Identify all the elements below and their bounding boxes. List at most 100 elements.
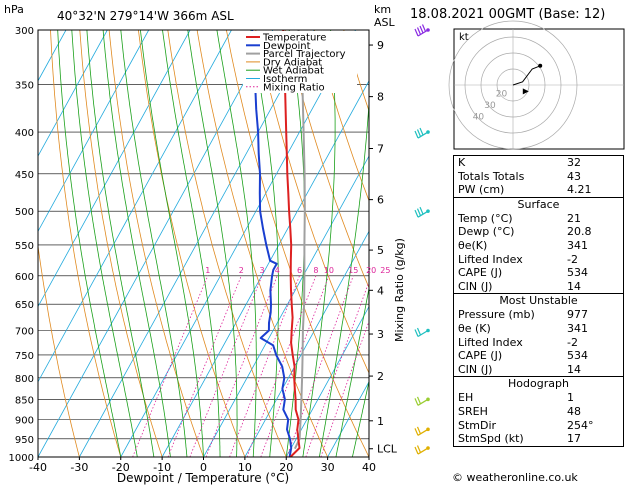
surface-label: CIN (J) [458,279,493,293]
isotherm-line [120,30,356,457]
pressure-tick-label: 400 [15,128,34,139]
most-unstable-row: θe (K) 341 [454,322,623,336]
index-label: K [458,156,466,169]
wind-barb-flag [414,28,419,37]
most-unstable-value: 534 [567,349,588,363]
isotherm-line [285,305,369,457]
mixing-ratio-line [286,275,354,457]
km-tick-label: 7 [377,142,384,155]
hodograph-stat-value: 1 [567,391,574,405]
most-unstable-row: CAPE (J) 534 [454,349,623,363]
surface-value: 534 [567,266,588,280]
isotherm-line [38,30,274,457]
pressure-tick-label: 550 [15,241,34,252]
axes: 1 2 3 4 6 8 10 15 20 2530035040045050055060065070… [9,26,398,474]
km-tick-label: 6 [377,194,384,207]
hodograph-stat-row: SREH 48 [454,405,623,419]
surface-value: -2 [567,252,578,266]
mixing-ratio-line [260,275,330,457]
pressure-tick-label: 850 [15,395,34,406]
stats-table: K 32 Totals Totals 43 PW (cm) 4.21 Surface Te… [453,155,624,447]
wind-barb-flag [414,209,419,218]
dry-adiabat-line [255,30,369,374]
wind-barb-flag [416,129,422,137]
index-label: Totals Totals [458,169,525,183]
legend-entry: Isotherm [263,74,307,85]
isotherm-line [203,155,369,457]
isotherm-line [38,30,150,233]
isotherm-line [38,30,108,157]
hodograph-ring-label: 30 [484,101,496,111]
mixing-ratio-label: 10 [324,266,334,275]
x-tick-label: -20 [112,461,130,474]
most-unstable-label: Pressure (mb) [458,308,535,322]
wet-adiabat-line [71,30,138,457]
stats-mu-title: Most Unstable [499,294,578,308]
wet-adiabat-line [162,30,221,457]
wind-barb-flag [416,208,422,216]
most-unstable-value: 14 [567,362,581,376]
hodograph-trace [512,65,541,86]
dry-adiabat-line [108,30,204,457]
hodograph-stat-label: StmDir [458,418,497,432]
km-tick-label: 9 [377,39,384,52]
surface-value: 21 [567,211,581,225]
surface-row: CIN (J) 14 [454,280,623,294]
hodograph-storm-motion-marker [522,88,529,95]
mixing-ratio-label: 4 [275,266,280,275]
legend-entry: Parcel Trajectory [263,49,346,60]
pressure-tick-label: 1000 [9,453,34,464]
km-tick-label: LCL [377,443,398,456]
index-value: 32 [567,156,581,169]
surface-row: CAPE (J) 534 [454,266,623,280]
most-unstable-value: 977 [567,308,588,322]
km-tick-label: 1 [377,415,384,428]
wind-barb-flag [416,27,422,35]
wet-adiabat-line [86,30,155,457]
hodograph-ring-label: 20 [496,90,508,100]
wind-barb-shaft [417,428,429,436]
dry-adiabat-line [226,30,369,457]
hodograph-stat-label: SREH [458,404,488,418]
surface-row: Dewp (°C) 20.8 [454,225,623,239]
legend-entry: Dry Adiabat [263,57,322,68]
wind-barbs [414,24,430,455]
km-tick-label: 4 [377,284,384,297]
date-label: 18.08.2021 00GMT (Base: 12) [410,7,606,22]
x-axis-label: Dewpoint / Temperature (°C) [117,471,289,485]
dry-adiabat-line [196,30,328,457]
wind-barb-flag [416,327,422,336]
surface-label: θe(K) [458,238,488,252]
most-unstable-row: Pressure (mb) 977 [454,308,623,322]
most-unstable-label: CIN (J) [458,362,493,376]
surface-label: Dewp (°C) [458,225,515,239]
surface-row: Temp (°C) 21 [454,212,623,226]
x-tick-label: 40 [362,461,376,474]
wet-adiabat-line [285,30,305,457]
pressure-tick-label: 700 [15,327,34,338]
credit-label: © weatheronline.co.uk [452,471,578,484]
hodograph-stat-value: 17 [567,432,581,446]
hodograph-stat-row: StmDir 254° [454,419,623,433]
surface-value: 14 [567,279,581,293]
wet-adiabat-line [102,30,171,457]
profile-lines [251,30,306,457]
wet-adiabat-line [352,379,369,457]
index-label: PW (cm) [458,183,505,197]
km-tick-label: 8 [377,91,384,104]
pressure-tick-label: 750 [15,351,34,362]
stats-most-unstable: Most Unstable Pressure (mb) 977 θe (K) 341 L… [454,293,623,376]
km-label: km [374,3,391,16]
dry-adiabat-line [284,30,369,289]
surface-label: Lifted Index [458,252,523,266]
isotherm-line [244,230,369,457]
stats-indices: K 32 Totals Totals 43 PW (cm) 4.21 [454,156,623,197]
wet-adiabat-line [250,30,279,457]
x-tick-label: 10 [238,461,252,474]
index-row: Totals Totals 43 [454,170,623,184]
legend-entry: Temperature [262,33,326,44]
hodograph-end-point [538,63,543,68]
isotherm-line [79,30,315,457]
wet-adiabat-line [302,30,336,457]
mixing-ratio-label: 15 [348,266,358,275]
